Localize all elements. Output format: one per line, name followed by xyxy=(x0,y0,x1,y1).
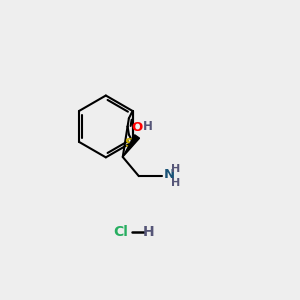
Text: H: H xyxy=(171,164,180,174)
Text: Cl: Cl xyxy=(113,225,128,239)
Text: H: H xyxy=(143,225,154,239)
Text: O: O xyxy=(132,121,143,134)
Text: S: S xyxy=(124,137,134,150)
Text: N: N xyxy=(164,168,175,181)
Polygon shape xyxy=(123,135,140,157)
Text: H: H xyxy=(171,178,180,188)
Text: H: H xyxy=(143,120,153,133)
